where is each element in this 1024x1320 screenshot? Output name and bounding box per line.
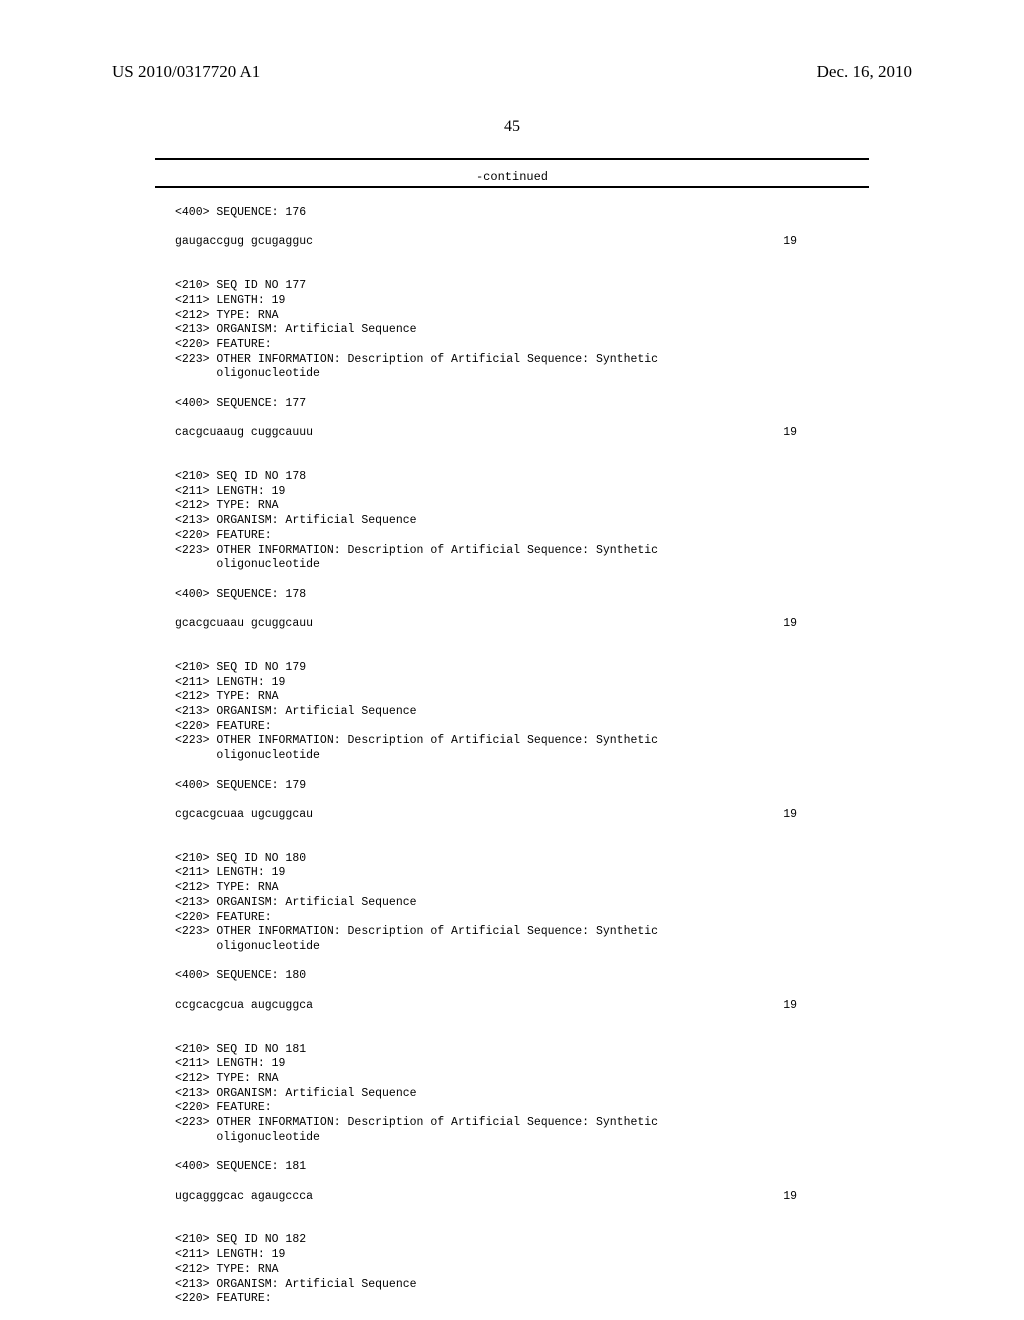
seq-metadata-line: oligonucleotide	[175, 940, 849, 955]
sequence-length: 19	[783, 426, 849, 441]
seq-metadata-line: <223> OTHER INFORMATION: Description of …	[175, 734, 849, 749]
seq-metadata-line: <213> ORGANISM: Artificial Sequence	[175, 323, 849, 338]
seq-metadata-line: <220> FEATURE:	[175, 529, 849, 544]
seq-metadata-line: <400> SEQUENCE: 177	[175, 397, 849, 412]
seq-metadata-line: <220> FEATURE:	[175, 911, 849, 926]
seq-metadata-line: oligonucleotide	[175, 1131, 849, 1146]
seq-metadata-line: <400> SEQUENCE: 181	[175, 1160, 849, 1175]
entry-gap	[175, 250, 849, 279]
seq-metadata-line: <400> SEQUENCE: 176	[175, 206, 849, 221]
sequence-text: gcacgcuaau gcuggcauu	[175, 617, 313, 632]
seq-metadata-line: <211> LENGTH: 19	[175, 1248, 849, 1263]
blank-line	[175, 382, 849, 397]
blank-line	[175, 984, 849, 999]
seq-metadata-line: <220> FEATURE:	[175, 1101, 849, 1116]
continued-label: -continued	[0, 170, 1024, 184]
seq-metadata-line: <220> FEATURE:	[175, 1292, 849, 1307]
seq-metadata-line: oligonucleotide	[175, 558, 849, 573]
blank-line	[175, 1175, 849, 1190]
horizontal-rule-bottom	[155, 186, 869, 188]
entry-gap	[175, 1204, 849, 1233]
seq-metadata-line: <210> SEQ ID NO 182	[175, 1233, 849, 1248]
seq-metadata-line: oligonucleotide	[175, 749, 849, 764]
seq-metadata-line: <213> ORGANISM: Artificial Sequence	[175, 1278, 849, 1293]
blank-line	[175, 221, 849, 236]
sequence-text: ugcagggcac agaugccca	[175, 1190, 313, 1205]
seq-metadata-line: <220> FEATURE:	[175, 720, 849, 735]
sequence-text: cacgcuaaug cuggcauuu	[175, 426, 313, 441]
seq-metadata-line: <223> OTHER INFORMATION: Description of …	[175, 925, 849, 940]
seq-metadata-line: <220> FEATURE:	[175, 338, 849, 353]
seq-metadata-line: <223> OTHER INFORMATION: Description of …	[175, 1116, 849, 1131]
seq-metadata-line: <212> TYPE: RNA	[175, 1263, 849, 1278]
sequence-listing: <400> SEQUENCE: 176 gaugaccgug gcugagguc 1…	[175, 206, 849, 1307]
blank-line	[175, 412, 849, 427]
sequence-length: 19	[783, 617, 849, 632]
seq-metadata-line: <212> TYPE: RNA	[175, 309, 849, 324]
entry-gap	[175, 1014, 849, 1043]
seq-metadata-line: <213> ORGANISM: Artificial Sequence	[175, 705, 849, 720]
seq-metadata-line: oligonucleotide	[175, 367, 849, 382]
seq-metadata-line: <212> TYPE: RNA	[175, 690, 849, 705]
blank-line	[175, 764, 849, 779]
sequence-length: 19	[783, 999, 849, 1014]
seq-metadata-line: <223> OTHER INFORMATION: Description of …	[175, 353, 849, 368]
seq-metadata-line: <210> SEQ ID NO 179	[175, 661, 849, 676]
seq-metadata-line: <213> ORGANISM: Artificial Sequence	[175, 896, 849, 911]
seq-metadata-line: <210> SEQ ID NO 178	[175, 470, 849, 485]
seq-metadata-line: <400> SEQUENCE: 179	[175, 779, 849, 794]
seq-metadata-line: <212> TYPE: RNA	[175, 499, 849, 514]
sequence-text: gaugaccgug gcugagguc	[175, 235, 313, 250]
sequence-text: ccgcacgcua augcuggca	[175, 999, 313, 1014]
publication-number: US 2010/0317720 A1	[112, 62, 260, 82]
publication-date: Dec. 16, 2010	[817, 62, 912, 82]
sequence-row: cgcacgcuaa ugcuggcau 19	[175, 808, 849, 823]
seq-metadata-line: <211> LENGTH: 19	[175, 294, 849, 309]
seq-metadata-line: <212> TYPE: RNA	[175, 881, 849, 896]
seq-metadata-line: <211> LENGTH: 19	[175, 1057, 849, 1072]
seq-metadata-line: <400> SEQUENCE: 180	[175, 969, 849, 984]
seq-metadata-line: <213> ORGANISM: Artificial Sequence	[175, 1087, 849, 1102]
sequence-length: 19	[783, 235, 849, 250]
seq-metadata-line: <211> LENGTH: 19	[175, 676, 849, 691]
sequence-length: 19	[783, 808, 849, 823]
entry-gap	[175, 632, 849, 661]
seq-metadata-line: <211> LENGTH: 19	[175, 866, 849, 881]
patent-page: US 2010/0317720 A1 Dec. 16, 2010 45 -con…	[0, 0, 1024, 1320]
sequence-row: cacgcuaaug cuggcauuu 19	[175, 426, 849, 441]
entry-gap	[175, 823, 849, 852]
blank-line	[175, 1146, 849, 1161]
sequence-row: gaugaccgug gcugagguc 19	[175, 235, 849, 250]
blank-line	[175, 793, 849, 808]
seq-metadata-line: <223> OTHER INFORMATION: Description of …	[175, 544, 849, 559]
blank-line	[175, 573, 849, 588]
sequence-row: ccgcacgcua augcuggca 19	[175, 999, 849, 1014]
seq-metadata-line: <400> SEQUENCE: 178	[175, 588, 849, 603]
seq-metadata-line: <210> SEQ ID NO 181	[175, 1043, 849, 1058]
sequence-row: ugcagggcac agaugccca 19	[175, 1190, 849, 1205]
seq-metadata-line: <210> SEQ ID NO 177	[175, 279, 849, 294]
blank-line	[175, 955, 849, 970]
seq-metadata-line: <213> ORGANISM: Artificial Sequence	[175, 514, 849, 529]
seq-metadata-line: <212> TYPE: RNA	[175, 1072, 849, 1087]
page-number: 45	[0, 118, 1024, 136]
seq-metadata-line: <211> LENGTH: 19	[175, 485, 849, 500]
horizontal-rule-top	[155, 158, 869, 160]
blank-line	[175, 602, 849, 617]
sequence-length: 19	[783, 1190, 849, 1205]
sequence-text: cgcacgcuaa ugcuggcau	[175, 808, 313, 823]
entry-gap	[175, 441, 849, 470]
seq-metadata-line: <210> SEQ ID NO 180	[175, 852, 849, 867]
sequence-row: gcacgcuaau gcuggcauu 19	[175, 617, 849, 632]
